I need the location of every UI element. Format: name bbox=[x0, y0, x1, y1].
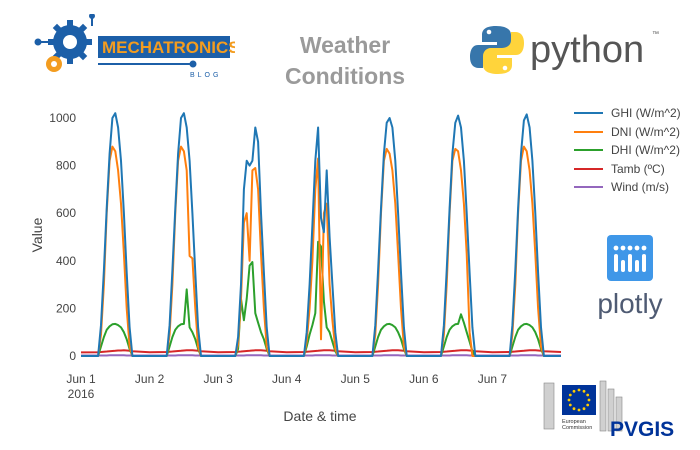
eu-star-icon bbox=[567, 398, 571, 402]
series-line-ghi bbox=[81, 112, 561, 357]
eu-star-icon bbox=[568, 393, 572, 397]
mechatronics-logo-sub: BLOG bbox=[190, 72, 221, 79]
legend-label: DNI (W/m^2) bbox=[611, 124, 680, 139]
x-tick-label: Jun 2 bbox=[135, 372, 165, 386]
y-tick-label: 1000 bbox=[49, 111, 76, 125]
eu-commission-line1: European bbox=[562, 419, 586, 425]
x-tick-label: Jun 6 bbox=[409, 372, 439, 386]
eu-star-icon bbox=[568, 403, 572, 407]
x-tick-label: Jun 4 bbox=[272, 372, 302, 386]
legend-item[interactable]: DHI (W/m^2) bbox=[574, 141, 694, 160]
y-axis: 0 200 400 600 800 1000 bbox=[49, 111, 76, 363]
y-tick-label: 200 bbox=[56, 301, 76, 315]
legend-label: Wind (m/s) bbox=[611, 180, 669, 195]
plotly-bars-icon bbox=[607, 235, 653, 281]
legend-label: DHI (W/m^2) bbox=[611, 143, 680, 158]
y-tick-label: 0 bbox=[69, 349, 76, 363]
eu-star-icon bbox=[572, 389, 576, 393]
legend-label: Tamb (ºC) bbox=[611, 161, 665, 176]
y-tick-label: 400 bbox=[56, 254, 76, 268]
python-logo: python ™ bbox=[470, 22, 670, 76]
python-logo-text: python bbox=[530, 29, 644, 71]
page-title: Weather Conditions bbox=[270, 30, 420, 92]
legend-swatch bbox=[574, 130, 603, 133]
legend-swatch bbox=[574, 167, 603, 170]
eu-star-icon bbox=[572, 407, 576, 411]
legend-label: GHI (W/m^2) bbox=[611, 106, 681, 121]
legend-item[interactable]: Wind (m/s) bbox=[574, 178, 694, 197]
eu-star-icon bbox=[577, 388, 581, 392]
eu-star-icon bbox=[586, 403, 590, 407]
y-tick-label: 800 bbox=[56, 159, 76, 173]
mechatronics-blog-logo: MECHATRONICS BLOG bbox=[30, 13, 240, 84]
series-lines bbox=[80, 112, 562, 357]
x-axis: Jun 1 Jun 2 Jun 3 Jun 4 Jun 5 Jun 6 Jun 7 2016 bbox=[66, 372, 507, 401]
eu-star-icon bbox=[587, 398, 591, 402]
python-snake-icon bbox=[470, 26, 524, 74]
legend-item[interactable]: Tamb (ºC) bbox=[574, 160, 694, 179]
eu-star-icon bbox=[577, 408, 581, 412]
plotly-logo: plotly bbox=[580, 235, 680, 320]
x-tick-label: Jun 3 bbox=[203, 372, 233, 386]
legend-swatch bbox=[574, 149, 603, 152]
x-tick-year-label: 2016 bbox=[68, 387, 95, 401]
legend-item[interactable]: GHI (W/m^2) bbox=[574, 104, 694, 123]
eu-star-icon bbox=[582, 407, 586, 411]
page-title-line1: Weather bbox=[299, 32, 391, 58]
legend-item[interactable]: DNI (W/m^2) bbox=[574, 123, 694, 142]
x-axis-title: Date & time bbox=[283, 408, 356, 424]
y-axis-title: Value bbox=[29, 217, 45, 252]
legend-swatch bbox=[574, 112, 603, 115]
python-trademark: ™ bbox=[652, 31, 659, 38]
eu-pvgis-logo: European Commission PVGIS bbox=[540, 375, 690, 443]
eu-commission-line2: Commission bbox=[562, 425, 592, 431]
legend-swatch bbox=[574, 186, 603, 189]
page-title-line2: Conditions bbox=[284, 63, 406, 89]
chart-legend: GHI (W/m^2) DNI (W/m^2) DHI (W/m^2) Tamb (º… bbox=[574, 104, 694, 197]
y-tick-label: 600 bbox=[56, 206, 76, 220]
x-tick-label: Jun 7 bbox=[478, 372, 508, 386]
x-tick-label: Jun 5 bbox=[341, 372, 371, 386]
eu-star-icon bbox=[586, 393, 590, 397]
mechatronics-logo-text: MECHATRONICS bbox=[102, 38, 235, 57]
plotly-logo-text: plotly bbox=[597, 288, 662, 319]
series-line-tamb bbox=[80, 349, 562, 354]
pvgis-logo-text: PVGIS bbox=[610, 418, 674, 441]
gear-icon bbox=[46, 20, 92, 72]
eu-star-icon bbox=[582, 389, 586, 393]
x-tick-label: Jun 1 bbox=[66, 372, 96, 386]
